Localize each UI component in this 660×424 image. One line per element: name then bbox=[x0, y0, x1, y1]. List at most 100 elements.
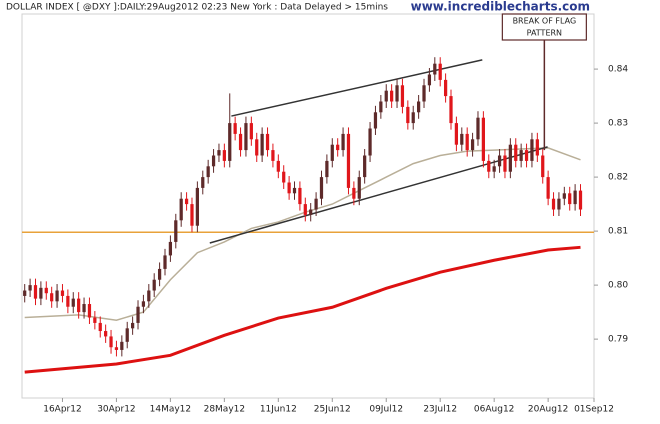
candle-body bbox=[163, 255, 167, 269]
overlay-line bbox=[24, 147, 581, 321]
candle-body bbox=[120, 341, 124, 350]
overlay-line bbox=[209, 146, 548, 244]
x-tick-label: 06Aug12 bbox=[474, 405, 514, 415]
candle-body bbox=[309, 209, 313, 215]
candle-body bbox=[417, 101, 421, 113]
candle-body bbox=[551, 198, 556, 210]
candle-body bbox=[157, 268, 162, 280]
candle-body bbox=[427, 74, 432, 86]
candle-body bbox=[411, 112, 415, 124]
candle-body bbox=[55, 290, 59, 302]
candle-body bbox=[33, 285, 38, 299]
candle-body bbox=[503, 155, 507, 172]
candle-body bbox=[303, 204, 307, 215]
candle-body bbox=[357, 177, 361, 199]
candle-body bbox=[179, 198, 183, 221]
candle-body bbox=[465, 133, 469, 151]
candle-body bbox=[487, 160, 491, 172]
candle-body bbox=[211, 155, 216, 167]
candle-body bbox=[562, 193, 566, 199]
candle-body bbox=[244, 123, 248, 151]
candle-body bbox=[255, 139, 259, 156]
x-tick-label: 28May12 bbox=[204, 405, 246, 415]
candle-body bbox=[50, 293, 54, 302]
annotation-text: PATTERN bbox=[527, 29, 562, 38]
candle-body bbox=[395, 85, 399, 102]
y-tick-label: 0.82 bbox=[608, 173, 628, 183]
candle-body bbox=[222, 150, 226, 161]
candle-body bbox=[190, 204, 194, 226]
candle-body bbox=[201, 177, 205, 188]
x-tick-label: 01Sep12 bbox=[574, 405, 614, 415]
plot-frame bbox=[21, 13, 595, 399]
candle-body bbox=[82, 304, 86, 313]
candle-body bbox=[373, 112, 378, 129]
candle-body bbox=[98, 322, 102, 332]
x-tick-label: 11Jun12 bbox=[260, 405, 297, 415]
candle-body bbox=[568, 193, 572, 205]
annotation-text: BREAK OF FLAG bbox=[513, 17, 577, 26]
candle-body bbox=[141, 301, 146, 307]
candle-body bbox=[233, 123, 237, 134]
x-tick-label: 14May12 bbox=[150, 405, 192, 415]
candle-body bbox=[152, 279, 156, 291]
candle-body bbox=[287, 182, 291, 194]
candle-body bbox=[470, 139, 475, 151]
candle-body bbox=[557, 198, 561, 210]
candle-body bbox=[195, 187, 199, 226]
candle-body bbox=[346, 133, 351, 188]
candle-body bbox=[368, 128, 372, 156]
candle-body bbox=[271, 150, 275, 161]
x-tick-label: 16Apr12 bbox=[43, 405, 81, 415]
candle-body bbox=[265, 133, 270, 151]
candle-body bbox=[438, 63, 442, 80]
x-tick-label: 09Jul12 bbox=[369, 405, 403, 415]
y-tick-label: 0.80 bbox=[608, 281, 628, 291]
candle-body bbox=[497, 155, 502, 167]
candle-body bbox=[93, 317, 97, 323]
candle-body bbox=[535, 139, 539, 156]
candle-body bbox=[276, 160, 280, 172]
candle-body bbox=[406, 106, 410, 124]
y-tick-label: 0.79 bbox=[608, 335, 628, 345]
candle-body bbox=[217, 150, 221, 156]
candle-body bbox=[578, 190, 583, 210]
candle-body bbox=[363, 155, 367, 178]
candle-body bbox=[292, 187, 297, 194]
candle-body bbox=[341, 133, 345, 151]
candle-body bbox=[422, 85, 426, 102]
candle-body bbox=[390, 90, 394, 102]
candle-body bbox=[330, 144, 334, 161]
candle-body bbox=[174, 220, 178, 242]
candle-body bbox=[282, 171, 286, 183]
candle-body bbox=[508, 144, 512, 172]
candle-body bbox=[476, 117, 480, 140]
candle-body bbox=[77, 298, 81, 313]
chart-title: DOLLAR INDEX [ @DXY ]:DAILY:29Aug2012 02… bbox=[6, 3, 388, 13]
candle-body bbox=[136, 306, 140, 323]
candle-body bbox=[514, 144, 518, 161]
y-tick-label: 0.83 bbox=[608, 119, 628, 129]
candle-body bbox=[481, 117, 485, 161]
x-tick-label: 23Jul12 bbox=[423, 405, 457, 415]
candle-body bbox=[384, 90, 388, 102]
candle-body bbox=[546, 177, 550, 199]
candle-body bbox=[87, 304, 92, 318]
candle-body bbox=[39, 287, 43, 299]
overlay-line bbox=[24, 245, 581, 374]
candle-body bbox=[449, 96, 453, 124]
candle-body bbox=[125, 328, 129, 342]
candle-body bbox=[454, 123, 459, 145]
candle-body bbox=[249, 123, 253, 140]
candle-body bbox=[44, 287, 48, 294]
candle-body bbox=[573, 190, 577, 205]
candle-body bbox=[71, 298, 75, 307]
candle-body bbox=[519, 150, 523, 161]
candle-body bbox=[524, 150, 529, 161]
candle-body bbox=[400, 85, 405, 107]
candle-body bbox=[104, 331, 108, 337]
candle-body bbox=[206, 166, 210, 178]
candle-body bbox=[168, 241, 173, 256]
x-tick-label: 30Apr12 bbox=[97, 405, 135, 415]
y-tick-label: 0.84 bbox=[608, 65, 628, 75]
